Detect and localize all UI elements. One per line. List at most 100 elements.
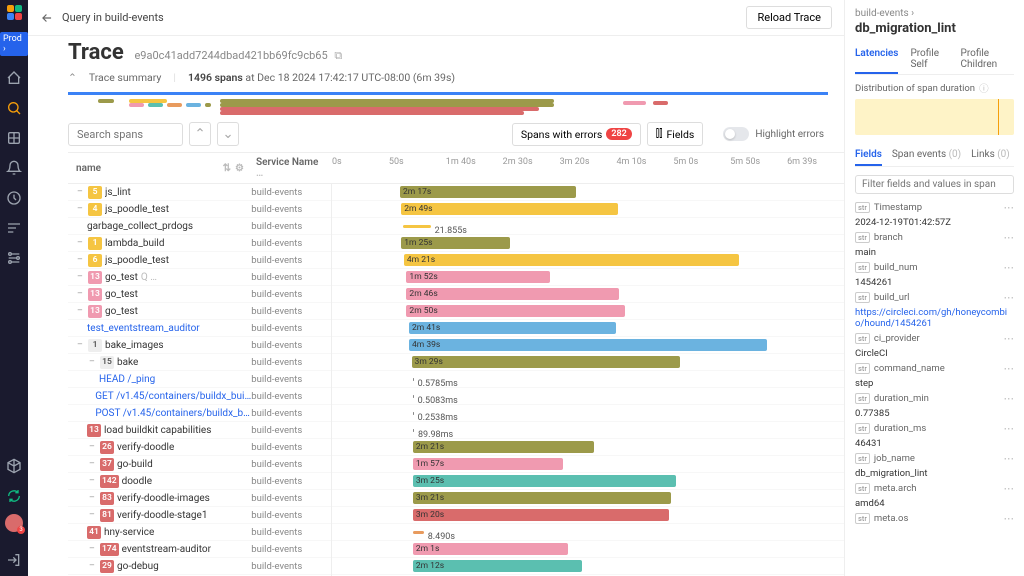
span-bar[interactable]: 0.5083ms bbox=[413, 395, 414, 398]
tab-profile-self[interactable]: Profile Self bbox=[910, 44, 948, 74]
span-row[interactable]: HEAD /_pingbuild-events bbox=[68, 371, 331, 388]
span-row[interactable]: –26verify-doodlebuild-events bbox=[68, 439, 331, 456]
subtab-fields[interactable]: Fields bbox=[855, 145, 882, 166]
copy-icon[interactable]: ⧉ bbox=[334, 49, 342, 62]
expand-icon[interactable]: – bbox=[75, 187, 85, 197]
env-badge[interactable]: Prod › bbox=[0, 32, 28, 56]
span-row[interactable]: –37go-buildbuild-events bbox=[68, 456, 331, 473]
field-menu-icon[interactable]: ⋯ bbox=[1004, 362, 1015, 375]
expand-icon[interactable]: – bbox=[87, 510, 97, 520]
refresh-icon[interactable] bbox=[6, 488, 22, 504]
span-bar[interactable]: 3m 21s bbox=[413, 492, 671, 504]
span-bar[interactable]: 3m 20s bbox=[413, 509, 670, 521]
span-row[interactable]: –6js_poodle_testbuild-events bbox=[68, 252, 331, 269]
settings-icon[interactable] bbox=[6, 250, 22, 266]
span-bar[interactable]: 3m 25s bbox=[413, 475, 676, 487]
expand-icon[interactable]: – bbox=[75, 238, 85, 248]
span-row[interactable]: –13go_test Q …build-events bbox=[68, 269, 331, 286]
expand-icon[interactable]: – bbox=[75, 340, 85, 350]
field-menu-icon[interactable]: ⋯ bbox=[1004, 291, 1015, 304]
span-bar[interactable]: 2m 17s bbox=[400, 186, 576, 198]
field-menu-icon[interactable]: ⋯ bbox=[1004, 332, 1015, 345]
span-bar[interactable]: 2m 1s bbox=[413, 543, 568, 555]
span-row[interactable]: –5js_lintbuild-events bbox=[68, 184, 331, 201]
span-row[interactable]: –29go-debugbuild-events bbox=[68, 558, 331, 575]
search-input[interactable] bbox=[68, 123, 183, 146]
back-icon[interactable] bbox=[40, 11, 54, 25]
cube-icon[interactable] bbox=[6, 458, 22, 474]
reload-button[interactable]: Reload Trace bbox=[746, 6, 832, 29]
subtab-links[interactable]: Links (0) bbox=[971, 145, 1010, 166]
slo-icon[interactable] bbox=[6, 190, 22, 206]
span-bar[interactable]: 2m 50s bbox=[406, 305, 624, 317]
span-bar[interactable]: 2m 21s bbox=[413, 441, 594, 453]
fields-button[interactable]: ⫿⫿Fields bbox=[647, 122, 704, 146]
panel-breadcrumb[interactable]: build-events › bbox=[855, 8, 1014, 19]
expand-icon[interactable]: – bbox=[87, 459, 97, 469]
summary-toggle[interactable]: ⌃ bbox=[68, 71, 77, 84]
expand-icon[interactable]: – bbox=[75, 255, 85, 265]
span-bar[interactable]: 2m 12s bbox=[413, 560, 582, 572]
avatar[interactable]: 3 bbox=[5, 514, 23, 532]
span-row[interactable]: test_eventstream_auditorbuild-events bbox=[68, 320, 331, 337]
span-row[interactable]: –1lambda_buildbuild-events bbox=[68, 235, 331, 252]
field-menu-icon[interactable]: ⋯ bbox=[1004, 261, 1015, 274]
span-bar[interactable]: 21.855s bbox=[403, 225, 431, 228]
next-button[interactable]: ⌄ bbox=[217, 122, 239, 146]
span-row[interactable]: –174eventstream-auditorbuild-events bbox=[68, 541, 331, 558]
span-bar[interactable]: 1m 52s bbox=[406, 271, 550, 283]
minimap[interactable] bbox=[68, 92, 828, 112]
expand-icon[interactable]: – bbox=[75, 306, 85, 316]
span-row[interactable]: –83verify-doodle-imagesbuild-events bbox=[68, 490, 331, 507]
expand-icon[interactable]: – bbox=[87, 442, 97, 452]
home-icon[interactable] bbox=[6, 70, 22, 86]
col-service[interactable]: Service Name bbox=[256, 157, 318, 168]
span-row[interactable]: 41hny-servicebuild-events bbox=[68, 524, 331, 541]
span-bar[interactable]: 89.98ms bbox=[413, 429, 414, 432]
highlight-toggle[interactable] bbox=[723, 127, 749, 141]
field-menu-icon[interactable]: ⋯ bbox=[1004, 231, 1015, 244]
field-menu-icon[interactable]: ⋯ bbox=[1004, 512, 1015, 525]
expand-icon[interactable]: – bbox=[75, 289, 85, 299]
field-menu-icon[interactable]: ⋯ bbox=[1004, 201, 1015, 214]
expand-icon[interactable]: – bbox=[87, 561, 97, 571]
span-bar[interactable]: 2m 49s bbox=[401, 203, 618, 215]
span-bar[interactable]: 3m 29s bbox=[412, 356, 680, 368]
subtab-events[interactable]: Span events (0) bbox=[892, 145, 961, 166]
span-row[interactable]: –142doodlebuild-events bbox=[68, 473, 331, 490]
expand-icon[interactable]: – bbox=[87, 476, 97, 486]
dist-chart[interactable] bbox=[855, 99, 1014, 135]
alert-icon[interactable] bbox=[6, 160, 22, 176]
span-bar[interactable]: 0.2538ms bbox=[413, 412, 414, 415]
span-bar[interactable]: 0.5785ms bbox=[413, 378, 414, 381]
filter-input[interactable] bbox=[855, 175, 1014, 194]
expand-icon[interactable]: – bbox=[87, 357, 97, 367]
field-menu-icon[interactable]: ⋯ bbox=[1004, 422, 1015, 435]
span-bar[interactable]: 1m 25s bbox=[401, 237, 510, 249]
tab-latencies[interactable]: Latencies bbox=[855, 44, 898, 74]
field-menu-icon[interactable]: ⋯ bbox=[1004, 482, 1015, 495]
span-row[interactable]: garbage_collect_prdogsbuild-events bbox=[68, 218, 331, 235]
span-bar[interactable]: 2m 46s bbox=[406, 288, 619, 300]
query-icon[interactable] bbox=[6, 100, 22, 116]
span-bar[interactable]: 8.490s bbox=[413, 531, 424, 534]
field-menu-icon[interactable]: ⋯ bbox=[1004, 452, 1015, 465]
boards-icon[interactable] bbox=[6, 130, 22, 146]
expand-icon[interactable]: – bbox=[75, 272, 85, 282]
breadcrumb[interactable]: Query in build-events bbox=[62, 11, 164, 24]
span-bar[interactable]: 4m 21s bbox=[404, 254, 739, 266]
span-bar[interactable]: 4m 39s bbox=[409, 339, 767, 351]
field-menu-icon[interactable]: ⋯ bbox=[1004, 392, 1015, 405]
tab-profile-children[interactable]: Profile Children bbox=[961, 44, 1014, 74]
span-row[interactable]: –4js_poodle_testbuild-events bbox=[68, 201, 331, 218]
errors-button[interactable]: Spans with errors 282 bbox=[512, 123, 641, 146]
span-row[interactable]: –13go_testbuild-events bbox=[68, 303, 331, 320]
span-row[interactable]: –81verify-doodle-stage1build-events bbox=[68, 507, 331, 524]
span-row[interactable]: POST /v1.45/containers/buildx_buildki...… bbox=[68, 405, 331, 422]
span-bar[interactable]: 1m 57s bbox=[413, 458, 563, 470]
traces-icon[interactable] bbox=[6, 220, 22, 236]
logout-icon[interactable] bbox=[6, 552, 22, 568]
span-row[interactable]: 13load buildkit capabilitiesbuild-events bbox=[68, 422, 331, 439]
expand-icon[interactable]: – bbox=[75, 204, 85, 214]
span-row[interactable]: GET /v1.45/containers/buildx_buildkit_..… bbox=[68, 388, 331, 405]
